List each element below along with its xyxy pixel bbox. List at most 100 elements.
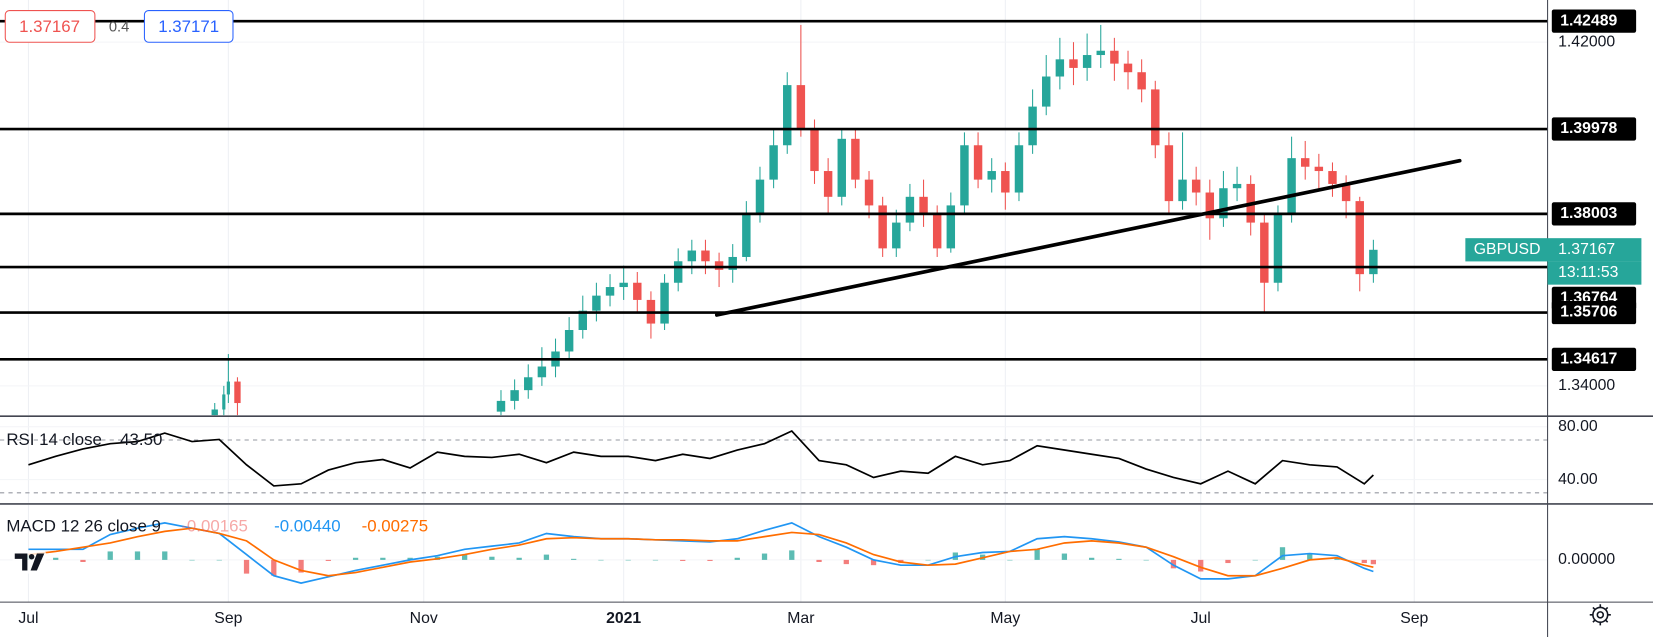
histogram-bar [625,559,631,561]
candle-body [1014,145,1024,193]
histogram-bar [1061,553,1068,560]
candle-body [564,330,574,352]
level-label: 1.35706 [1560,304,1617,321]
histogram-bar [1143,559,1149,561]
candle-body [1042,76,1051,107]
candle-body [226,381,230,395]
histogram-bar [1370,559,1377,565]
x-tick-label: 2021 [606,610,641,627]
candle-body [701,250,710,262]
candle-body [1137,72,1146,90]
histogram-bar [870,559,877,566]
candle-body [769,145,778,180]
candle-body [1232,183,1242,189]
level-label-bg [1551,202,1637,226]
histogram-bar [1034,549,1040,560]
candle-body [1369,249,1378,275]
histogram-bar [789,550,795,560]
histogram-bar [652,559,659,561]
histogram-bar [407,557,413,560]
candle-body [987,171,996,180]
candle-body [946,205,956,249]
indicator-title: RSI 14 close [6,430,102,449]
candle-body [222,394,226,410]
indicator-title: MACD 12 26 close 9 [6,517,161,536]
countdown-bg [1547,261,1642,285]
rsi-line [28,429,1374,487]
candle-body [960,145,969,206]
histogram-bar [816,559,822,562]
histogram-bar [598,559,604,561]
y-tick-label: 1.34000 [1558,377,1615,394]
candle-body [1055,59,1065,77]
candle-body [633,282,642,300]
logo [12,550,47,574]
candle-body [810,128,819,172]
histogram-bar [134,551,141,560]
countdown: 13:11:53 [1558,264,1619,281]
candle-body [510,390,519,401]
indicator-value: 43.50 [120,430,162,449]
candle-body [1260,222,1269,283]
macd-line [28,527,1374,577]
candle-body [837,138,846,197]
histogram-bar [380,557,386,560]
level-label-bg [1551,9,1637,33]
candle-body [1314,166,1324,172]
y-tick-label: 0.00000 [1558,551,1615,568]
candle-body [234,381,241,404]
level-label: 1.42489 [1560,12,1617,29]
candle-body [892,222,901,249]
spread: 0.4 [109,19,130,35]
candle-body [1069,59,1078,68]
candle-body [1082,55,1092,68]
y-tick-label: 80.00 [1558,418,1598,435]
histogram-bar [1089,557,1095,560]
candle-body [932,214,942,249]
histogram-bar [680,559,686,561]
candle-body [496,400,506,412]
candle-body [1219,188,1228,219]
x-tick-label: Sep [1400,610,1428,627]
sell-price[interactable]: 1.37167 [19,17,80,36]
candle-body [823,171,833,197]
histogram-bar [1225,559,1231,564]
candles [211,24,1378,416]
x-tick-label: Sep [214,610,242,627]
candle-body [755,179,765,215]
candle-body [714,261,724,270]
histogram-bar [543,554,550,560]
histogram-bar [489,556,495,560]
histogram-bar [843,559,849,565]
buy-price[interactable]: 1.37171 [158,17,219,36]
histogram-bar [271,559,277,576]
histogram-bar [1334,557,1340,560]
histogram-bar [1361,559,1367,564]
level-label-bg [1551,347,1637,371]
candle-body [742,214,751,257]
candle-body [851,138,860,180]
y-tick-label: 1.42000 [1558,33,1615,50]
candle-body [537,366,547,378]
histogram-bar [352,557,359,560]
candle-body [796,85,806,129]
candle-body [660,282,669,324]
trendline [714,158,1462,317]
sell-button[interactable]: 1.37167 [4,10,96,43]
buy-button[interactable]: 1.37171 [143,10,234,43]
candle-body [1328,171,1337,184]
candle-body [919,196,928,215]
level-label-bg [1551,300,1637,325]
candle-body [864,179,874,206]
candle-body [1096,50,1105,56]
candle-body [1205,192,1215,219]
grid-layer [0,0,1548,603]
marks-layer [0,19,1548,584]
histogram-bar [162,551,168,560]
indicator-value: -0.00440 [274,517,341,536]
settings-icon[interactable] [1589,604,1611,626]
candle-body [1287,158,1296,215]
level-label: 1.39978 [1560,120,1617,137]
